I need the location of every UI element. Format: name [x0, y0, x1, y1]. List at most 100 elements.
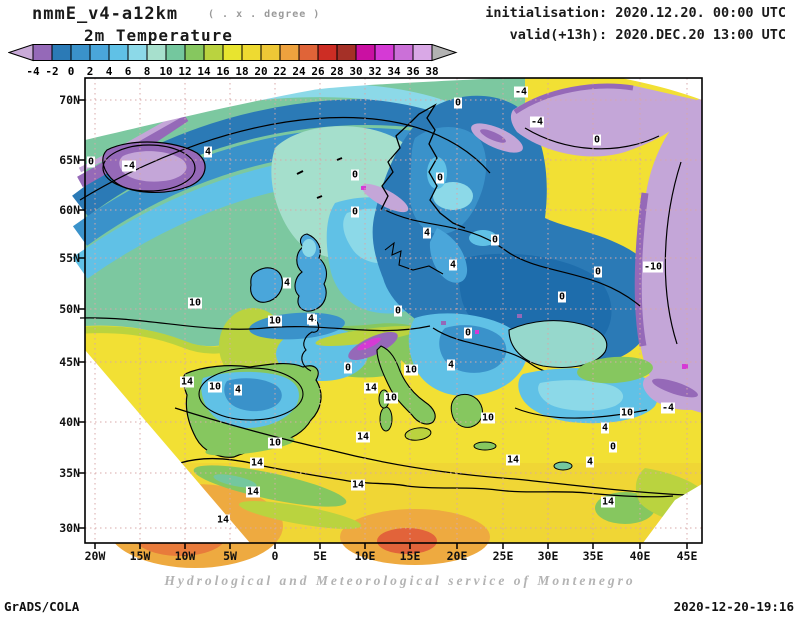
lon-axis-label: 10W	[174, 549, 196, 563]
colorbar-segment	[70, 44, 91, 61]
colorbar-tick-label: 2	[87, 65, 94, 78]
colorbar-tick-label: 32	[368, 65, 381, 78]
lon-axis-label: 45E	[676, 549, 698, 563]
colorbar-segment	[412, 44, 433, 61]
colorbar-right-arrow	[431, 43, 458, 62]
model-units-note: ( . x . degree )	[208, 9, 321, 20]
contour-label: 10	[480, 412, 496, 424]
contour-label: 0	[593, 266, 603, 278]
contour-label: 4	[585, 456, 595, 468]
contour-label: 10	[267, 315, 283, 327]
colorbar-svg: -4 -2 0 2 4 6 8 10 12 14 16 18 20 22 24 26 28 30 32 34 36 38	[7, 43, 458, 78]
temperature-map	[72, 77, 703, 568]
contour-label: 10	[187, 297, 203, 309]
colorbar-tick-label: 30	[349, 65, 362, 78]
contour-label: 4	[306, 313, 316, 325]
temperature-colorbar: -4 -2 0 2 4 6 8 10 12 14 16 18 20 22 24 26 28 30 32 34 36 38	[7, 43, 460, 78]
contour-label: 4	[282, 277, 292, 289]
colorbar-segment	[393, 44, 414, 61]
contour-label: 4	[203, 146, 213, 158]
valid-time: valid(+13h): 2020.DEC.20 13:00 UTC	[509, 27, 786, 43]
grads-credit: GrADS/COLA	[4, 599, 80, 614]
iceland-region	[102, 141, 206, 193]
contour-label: 0	[435, 172, 445, 184]
contour-label: 4	[233, 384, 243, 396]
contour-label: 0	[343, 362, 353, 374]
lon-axis-label: 15W	[129, 549, 151, 563]
colorbar-segment	[222, 44, 243, 61]
lon-axis-label: 25E	[492, 549, 514, 563]
colorbar-segment	[241, 44, 262, 61]
contour-label: 14	[600, 496, 616, 508]
colorbar-tick-label: 34	[387, 65, 401, 78]
contour-label: 0	[350, 206, 360, 218]
lon-axis-label: 35E	[582, 549, 604, 563]
contour-label: 14	[355, 431, 371, 443]
colorbar-tick-label: 38	[425, 65, 438, 78]
colorbar-segment	[108, 44, 129, 61]
contour-label: 10	[267, 437, 283, 449]
colorbar-segment	[279, 44, 300, 61]
lat-axis-label: 50N	[59, 302, 80, 316]
lon-axis-label: 15E	[399, 549, 421, 563]
contour-label: 10	[619, 407, 635, 419]
contour-label: 4	[446, 359, 456, 371]
contour-label: 14	[249, 457, 265, 469]
alps-region	[348, 331, 398, 361]
lon-axis-label: 30E	[537, 549, 559, 563]
colorbar-tick-label: 24	[292, 65, 306, 78]
lon-axis-label: 0	[271, 549, 279, 563]
russia-cold-region	[510, 83, 702, 413]
lat-axis-label: 30N	[59, 521, 80, 535]
colorbar-tick-label: 0	[68, 65, 75, 78]
map-canvas: 0-440000-4-40-10440004410104014104101414…	[72, 77, 703, 568]
contour-label: 14	[245, 486, 261, 498]
contour-label: 4	[422, 227, 432, 239]
lat-axis-label: 45N	[59, 355, 80, 369]
lat-axis-label: 55N	[59, 251, 80, 265]
map-frame	[84, 77, 703, 544]
colorbar-tick-label: 14	[197, 65, 211, 78]
contour-label: 0	[592, 134, 602, 146]
colorbar-tick-label: 12	[178, 65, 191, 78]
contour-label: 14	[350, 479, 366, 491]
contour-label: 0	[490, 234, 500, 246]
colorbar-segment	[51, 44, 72, 61]
colorbar-segment	[203, 44, 224, 61]
contour-label: 14	[215, 514, 231, 526]
lon-axis-label: 20E	[446, 549, 468, 563]
colorbar-tick-label: 6	[125, 65, 132, 78]
lat-axis-label: 65N	[59, 153, 80, 167]
contour-label: 14	[505, 454, 521, 466]
blacksea-turkey-region	[508, 320, 702, 471]
contour-label: 10	[207, 381, 223, 393]
colorbar-tick-label: 20	[254, 65, 267, 78]
colorbar-segment	[260, 44, 281, 61]
service-credit: Hydrological and Meteorological service …	[164, 573, 636, 588]
colorbar-tick-label: 26	[311, 65, 325, 78]
lon-axis-label: 20W	[84, 549, 106, 563]
contour-label: 0	[393, 305, 403, 317]
lat-axis-label: 70N	[59, 93, 80, 107]
contour-label: 0	[463, 327, 473, 339]
lon-axis-label: 5E	[313, 549, 327, 563]
italy-greece-region	[376, 345, 497, 451]
lon-axis-label: 5W	[223, 549, 237, 563]
contour-label: 0	[557, 291, 567, 303]
contour-label: 4	[600, 422, 610, 434]
contour-label: 0	[608, 441, 618, 453]
colorbar-left-arrow	[7, 43, 34, 62]
contour-label: 14	[179, 376, 195, 388]
lat-axis-label: 60N	[59, 203, 80, 217]
colorbar-segment	[317, 44, 338, 61]
contour-label: 0	[86, 156, 96, 168]
colorbar-segment	[89, 44, 110, 61]
uk-ireland-region	[250, 157, 343, 312]
colorbar-segment	[184, 44, 205, 61]
lon-axis-label: 40E	[629, 549, 651, 563]
colorbar-tick-label: 18	[235, 65, 248, 78]
page-title: nmmE_v4-a12km	[32, 4, 179, 24]
contour-label: -4	[529, 116, 545, 128]
contour-label: 0	[453, 97, 463, 109]
